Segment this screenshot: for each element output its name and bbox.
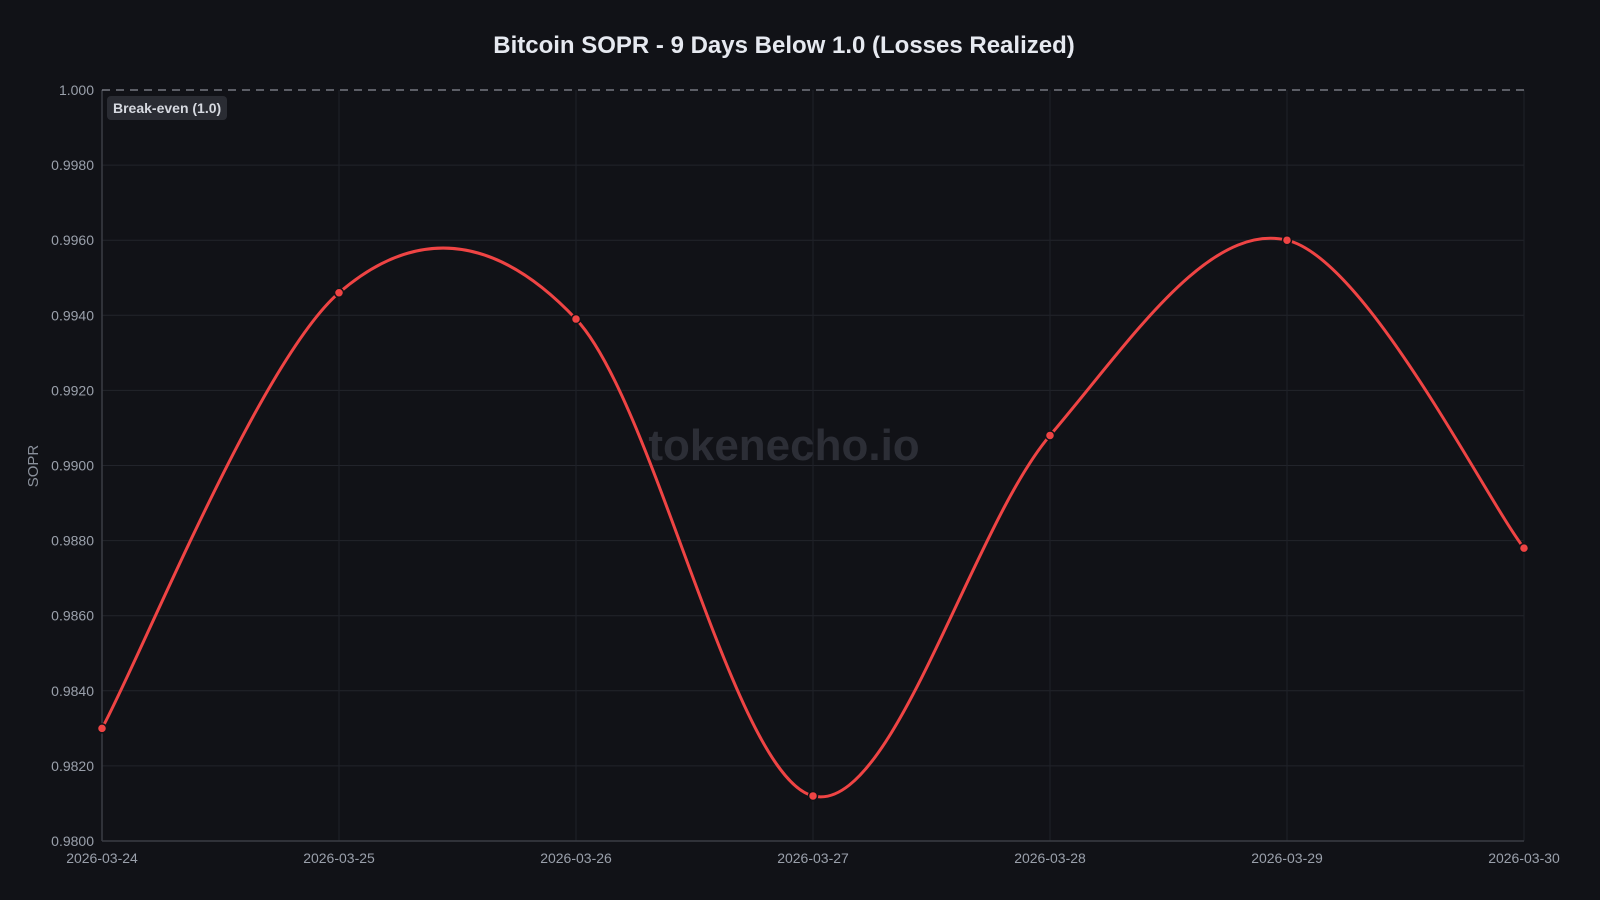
watermark: tokenecho.io bbox=[648, 421, 919, 470]
x-tick-label: 2026-03-30 bbox=[1488, 850, 1560, 866]
data-point[interactable] bbox=[1518, 542, 1530, 554]
sopr-line-chart: 0.9800 0.9820 0.9840 0.9860 0.9880 0.9900 0.99… bbox=[25, 82, 1560, 866]
y-tick-label: 0.9840 bbox=[51, 683, 94, 699]
y-tick-label: 0.9860 bbox=[51, 608, 94, 624]
y-tick-label: 1.000 bbox=[59, 82, 94, 98]
y-axis-label: SOPR bbox=[25, 445, 42, 488]
data-point[interactable] bbox=[807, 790, 819, 802]
break-even-label: Break-even (1.0) bbox=[107, 96, 228, 120]
x-tick-label: 2026-03-27 bbox=[777, 850, 849, 866]
y-tick-label: 0.9920 bbox=[51, 382, 94, 398]
y-tick-label: 0.9960 bbox=[51, 232, 94, 248]
x-tick-label: 2026-03-24 bbox=[66, 850, 138, 866]
x-tick-label: 2026-03-29 bbox=[1251, 850, 1323, 866]
y-tick-label: 0.9820 bbox=[51, 758, 94, 774]
y-tick-label: 0.9900 bbox=[51, 458, 94, 474]
x-tick-label: 2026-03-28 bbox=[1014, 850, 1086, 866]
x-tick-label: 2026-03-25 bbox=[303, 850, 375, 866]
data-point[interactable] bbox=[1044, 430, 1056, 441]
data-point[interactable] bbox=[333, 287, 345, 299]
data-point[interactable] bbox=[96, 723, 108, 734]
y-tick-label: 0.9800 bbox=[51, 833, 94, 849]
y-tick-label: 0.9940 bbox=[51, 307, 94, 323]
y-tick-label: 0.9980 bbox=[51, 157, 94, 173]
axes: 0.9800 0.9820 0.9840 0.9860 0.9880 0.9900 0.99… bbox=[51, 82, 1560, 866]
chart-title: Bitcoin SOPR - 9 Days Below 1.0 (Losses … bbox=[493, 32, 1075, 59]
data-point[interactable] bbox=[570, 313, 582, 325]
y-tick-label: 0.9880 bbox=[51, 533, 94, 549]
x-tick-label: 2026-03-26 bbox=[540, 850, 612, 866]
data-series bbox=[96, 234, 1530, 802]
data-point[interactable] bbox=[1281, 234, 1293, 246]
